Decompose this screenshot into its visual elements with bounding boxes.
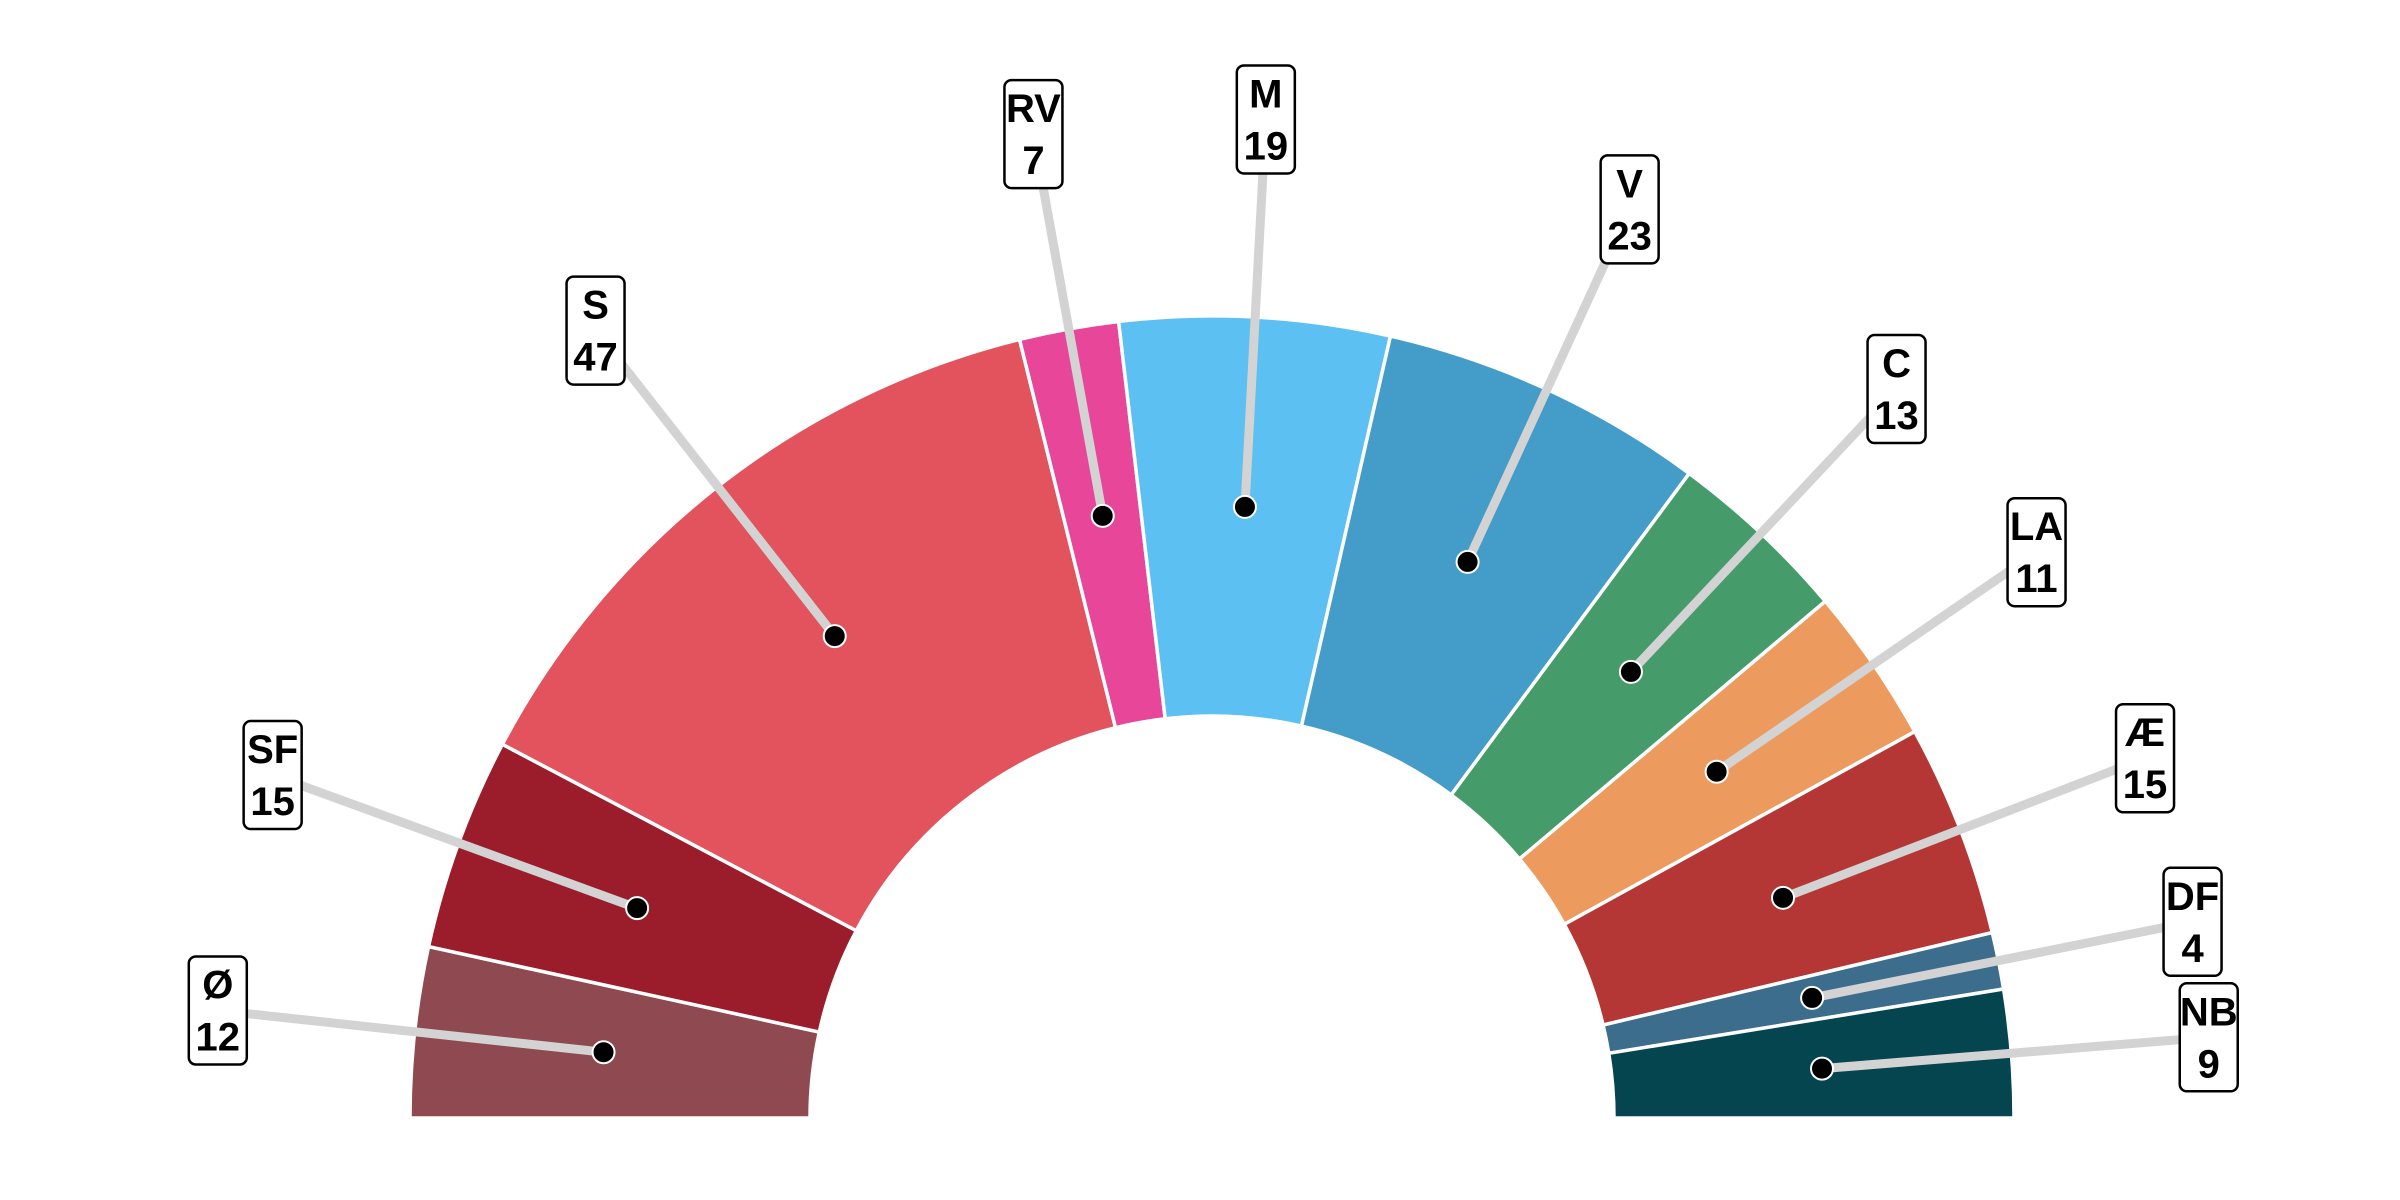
seat-count: 9 [2198,1042,2220,1086]
anchor-dot [1618,659,1643,684]
leader-line [1240,114,1271,512]
seat-count: 13 [1874,394,1919,438]
labels-layer: Ø 12 SF 15 S 47 RV 7 M 19 V 23 C 13 LA 11 Æ 15 DF 4 NB 9 [187,64,2239,1093]
label-party-0: Ø 12 [187,955,616,1066]
label-box [2114,702,2176,814]
anchor-dot [822,624,847,649]
seat-count: 23 [1607,214,1652,258]
anchor-dot [1232,494,1257,519]
party-name: SF [247,728,298,772]
anchor-dot [1090,503,1115,528]
slice-party-10 [1606,986,2016,1120]
seat-count: 11 [2015,557,2057,601]
label-box [2006,496,2067,608]
leader-line [1028,129,1108,521]
anchor-dot [1800,985,1825,1010]
label-party-5: V 23 [1455,154,1660,574]
slice-party-5 [1299,334,1692,798]
label-box [1599,154,1660,265]
label-box [2178,982,2239,1093]
party-name: Ø [202,963,233,1007]
label-box [187,955,249,1066]
leader-line [591,326,840,641]
label-box [1235,64,1297,175]
party-name: DF [2166,875,2219,919]
leader-line [1463,204,1635,567]
leader-line [1712,547,2042,777]
leader-line [1778,753,2150,903]
leader-line [1807,917,2198,1003]
label-box [1866,333,1927,445]
label-box [242,719,303,831]
party-name: RV [1006,87,1061,131]
label-party-2: S 47 [565,275,847,649]
seat-count: 19 [1244,124,1289,168]
anchor-dot [625,896,650,921]
seat-count: 15 [2123,763,2168,807]
anchor-dot [1771,885,1796,910]
leader-line [1817,1032,2214,1074]
leader-line [213,1005,609,1057]
slices-layer [408,314,2016,1120]
label-box [565,275,626,386]
label-party-6: C 13 [1618,333,1927,684]
seat-count: 47 [573,336,618,380]
party-name: C [1882,342,1911,386]
label-party-7: LA 11 [1704,496,2067,784]
leader-line [268,770,642,913]
anchor-dot [1810,1056,1835,1081]
party-name: V [1616,162,1643,206]
party-name: NB [2180,990,2238,1034]
label-box [2162,866,2223,978]
anchor-dot [1455,549,1480,574]
party-name: Æ [2125,711,2165,755]
seat-count: 12 [196,1015,241,1059]
label-party-9: DF 4 [1800,866,2223,1010]
label-party-3: RV 7 [1003,78,1115,528]
party-name: LA [2010,505,2063,549]
party-name: M [1249,72,1282,116]
anchor-dot [591,1040,616,1065]
seat-count: 15 [250,780,295,824]
label-party-8: Æ 15 [1771,702,2176,910]
seat-count: 4 [2181,927,2204,971]
label-box [1003,78,1064,190]
leader-line [1626,384,1902,677]
label-party-10: NB 9 [1810,982,2239,1093]
anchor-dot [1704,759,1729,784]
party-name: S [582,284,609,328]
slice-party-2 [500,337,1118,934]
label-party-4: M 19 [1232,64,1297,519]
seat-count: 7 [1022,139,1044,183]
label-party-1: SF 15 [242,719,650,921]
